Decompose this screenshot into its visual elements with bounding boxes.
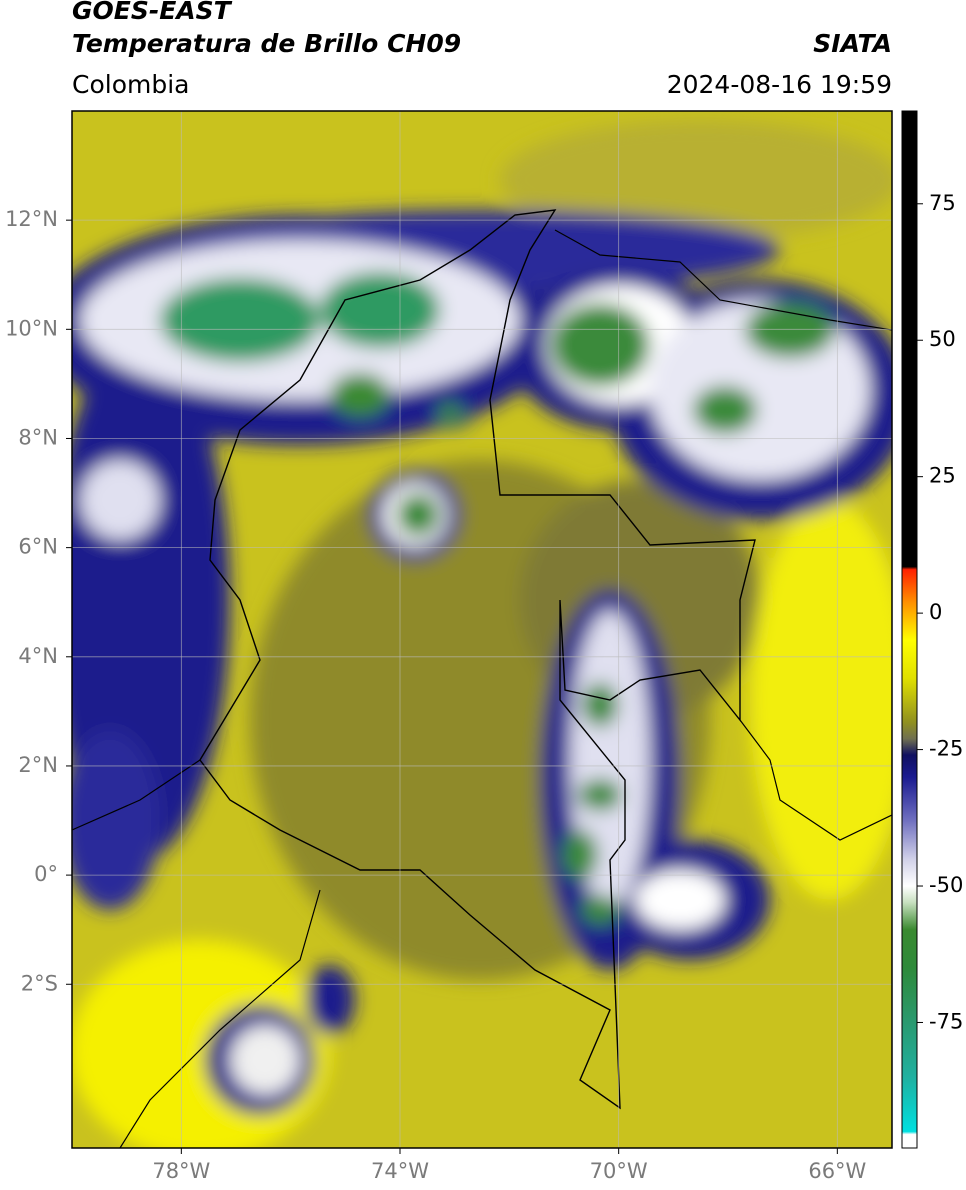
x-tick-label: 66°W xyxy=(808,1159,866,1183)
y-tick-label: 8°N xyxy=(18,425,58,449)
cloud xyxy=(436,402,464,422)
cloud xyxy=(580,895,620,925)
coastline xyxy=(72,229,892,1148)
title: GOES-EAST xyxy=(72,0,233,25)
colorbar-tick-label: 0 xyxy=(929,600,942,624)
cloud xyxy=(330,373,390,417)
cloud xyxy=(80,460,160,540)
cloud xyxy=(582,683,618,727)
x-tick-label: 74°W xyxy=(371,1159,429,1183)
y-tick-label: 0° xyxy=(34,862,58,886)
y-tick-label: 4°N xyxy=(18,644,58,668)
y-tick-label: 12°N xyxy=(5,207,58,231)
warm-region xyxy=(750,500,892,900)
cloud xyxy=(230,1025,300,1095)
colorbar-tick-label: -50 xyxy=(929,873,963,897)
cloud xyxy=(320,272,440,348)
colorbar-tick-label: 25 xyxy=(929,464,956,488)
region: Colombia xyxy=(72,70,189,99)
cloud xyxy=(578,779,622,811)
map-frame xyxy=(71,110,893,1149)
colorbar-tick-label: -25 xyxy=(929,737,963,761)
country-border xyxy=(199,209,756,1110)
colorbar-tick-label: 50 xyxy=(929,327,956,351)
cloud xyxy=(72,730,160,910)
cloud xyxy=(693,386,757,434)
cloud xyxy=(160,278,320,362)
cloud xyxy=(550,303,650,387)
colorbar-tick-label: 75 xyxy=(929,191,956,215)
cloud xyxy=(396,493,440,537)
y-tick-label: 2°N xyxy=(18,753,58,777)
dry-region xyxy=(500,120,892,240)
colorbar xyxy=(901,110,918,1149)
x-tick-label: 70°W xyxy=(590,1159,648,1183)
y-tick-label: 2°S xyxy=(21,971,58,995)
colorbar-tick-label: -75 xyxy=(929,1009,963,1033)
cloud xyxy=(562,830,598,880)
source: SIATA xyxy=(813,29,892,58)
datetime: 2024-08-16 19:59 xyxy=(667,70,892,99)
y-tick-label: 6°N xyxy=(18,535,58,559)
cloud xyxy=(635,870,725,930)
map-image xyxy=(72,111,892,1148)
y-tick-label: 10°N xyxy=(5,316,58,340)
subtitle: Temperatura de Brillo CH09 xyxy=(72,29,461,58)
cloud xyxy=(305,965,355,1035)
x-tick-label: 78°W xyxy=(152,1159,210,1183)
cloud xyxy=(745,302,835,358)
